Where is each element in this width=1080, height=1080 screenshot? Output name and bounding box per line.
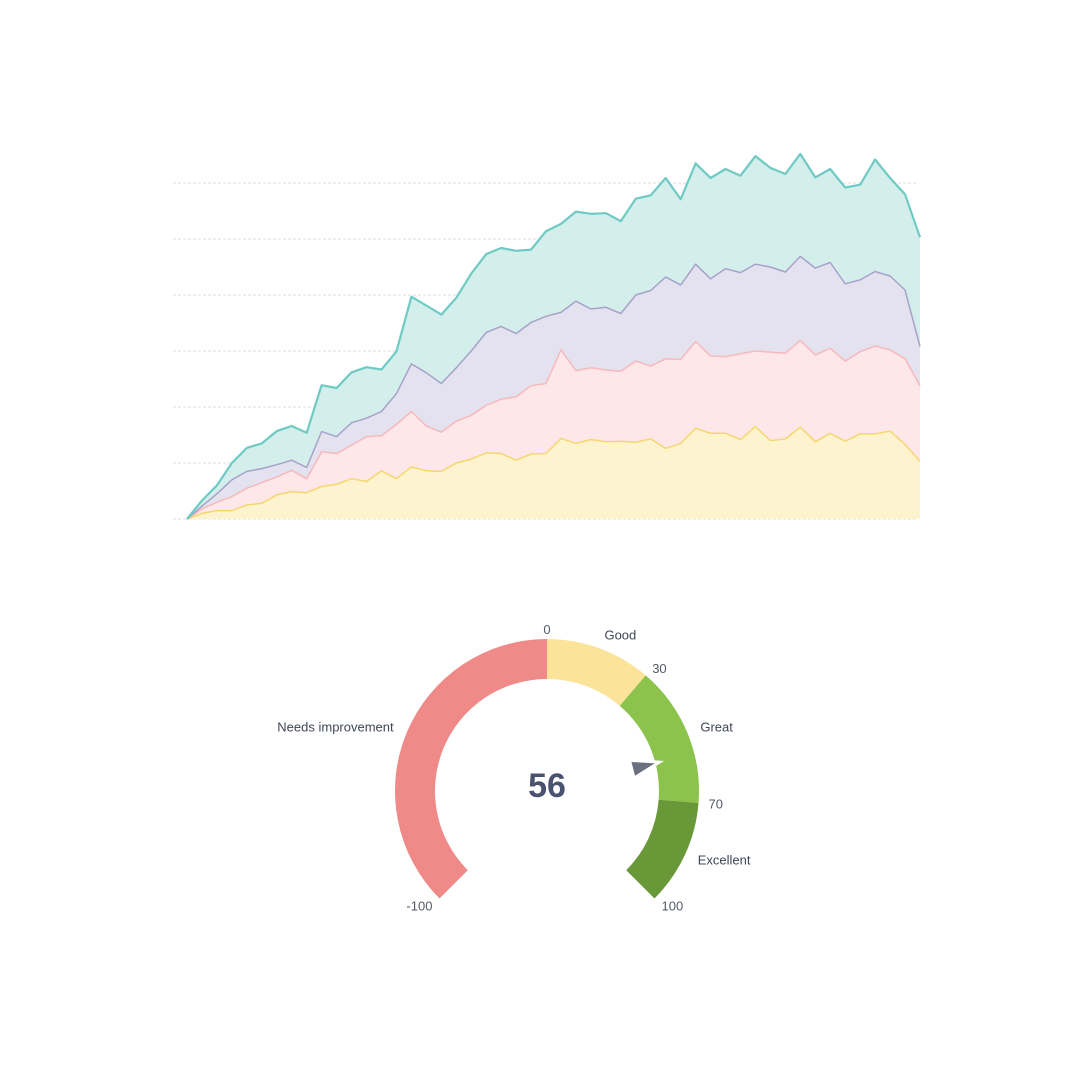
gauge-band-3: [626, 799, 699, 899]
gauge-band-label-3: Excellent: [698, 852, 751, 867]
series-0-line: [186, 425, 921, 520]
series-3: [187, 153, 920, 519]
gauge-band-0: [395, 639, 547, 899]
series-1: [187, 340, 920, 519]
series-1-area: [187, 340, 920, 519]
series-2-area: [187, 256, 920, 519]
series-3-line: [186, 152, 922, 520]
gauge-band-2: [619, 675, 699, 803]
gauge-tick-4: 100: [662, 899, 684, 914]
series-0-area: [187, 426, 920, 519]
gauge-band-1: [547, 639, 646, 706]
series-2-line: [186, 255, 921, 520]
gauge-band-label-0: Needs improvement: [277, 719, 394, 734]
gauge-tick-3: 70: [709, 797, 723, 812]
series-2: [187, 256, 920, 519]
stacked-area-chart: [173, 152, 922, 520]
gauge-tick-1: 0: [543, 622, 550, 637]
gauge-tick-2: 30: [652, 661, 666, 676]
series-0: [187, 426, 920, 519]
gauge-tick-0: -100: [406, 899, 432, 914]
gauge-band-label-2: Great: [700, 719, 733, 734]
gauge-pointer: [627, 758, 665, 781]
gauge-chart: Needs improvement Good Great Excellent -100 0…: [277, 622, 751, 914]
series-1-line: [186, 339, 921, 520]
gauge-value: 56: [528, 767, 566, 805]
series-3-area: [187, 153, 920, 519]
gauge-band-label-1: Good: [604, 627, 636, 642]
